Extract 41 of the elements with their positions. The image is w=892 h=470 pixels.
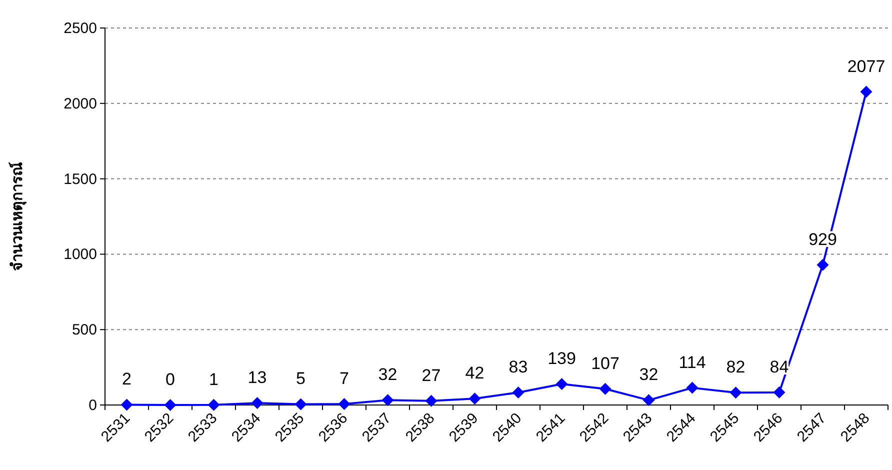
point: [251, 397, 264, 410]
point: [164, 399, 176, 411]
point: [208, 398, 220, 411]
data-label: 32: [378, 365, 398, 384]
point: [294, 398, 307, 410]
point: [686, 382, 698, 394]
data-label: 107: [591, 354, 620, 373]
data-label: 139: [548, 349, 576, 368]
point: [642, 394, 655, 406]
data-label: 1: [209, 370, 218, 389]
point: [730, 386, 742, 399]
point: [512, 386, 524, 398]
data-label: 7: [340, 368, 349, 388]
data-label: 0: [166, 370, 175, 389]
y-tick-label: 500: [72, 322, 97, 339]
y-tick-label: 1500: [64, 170, 97, 188]
data-label: 82: [726, 358, 746, 377]
data-label: 42: [465, 364, 484, 383]
data-label: 5: [296, 369, 306, 388]
point: [860, 86, 872, 98]
point: [120, 398, 133, 411]
y-tick-label: 2500: [64, 20, 97, 37]
data-label: 2077: [847, 56, 886, 76]
point: [599, 382, 612, 395]
y-axis-title: จำนวนเหตุการณ์: [8, 162, 27, 271]
point: [816, 258, 829, 271]
y-tick-label: 2000: [64, 95, 97, 112]
data-label: 83: [508, 357, 528, 376]
point: [382, 394, 394, 406]
data-label: 2: [122, 370, 132, 389]
point: [338, 398, 350, 410]
point: [556, 378, 568, 390]
data-label: 32: [639, 365, 658, 384]
point: [773, 386, 786, 398]
point: [468, 392, 481, 405]
point: [425, 394, 438, 407]
data-label: 27: [422, 366, 441, 385]
y-tick-label: 1000: [64, 246, 97, 264]
y-tick-label: 0: [88, 397, 97, 414]
data-label: 114: [678, 352, 706, 372]
data-label: 13: [248, 368, 267, 388]
